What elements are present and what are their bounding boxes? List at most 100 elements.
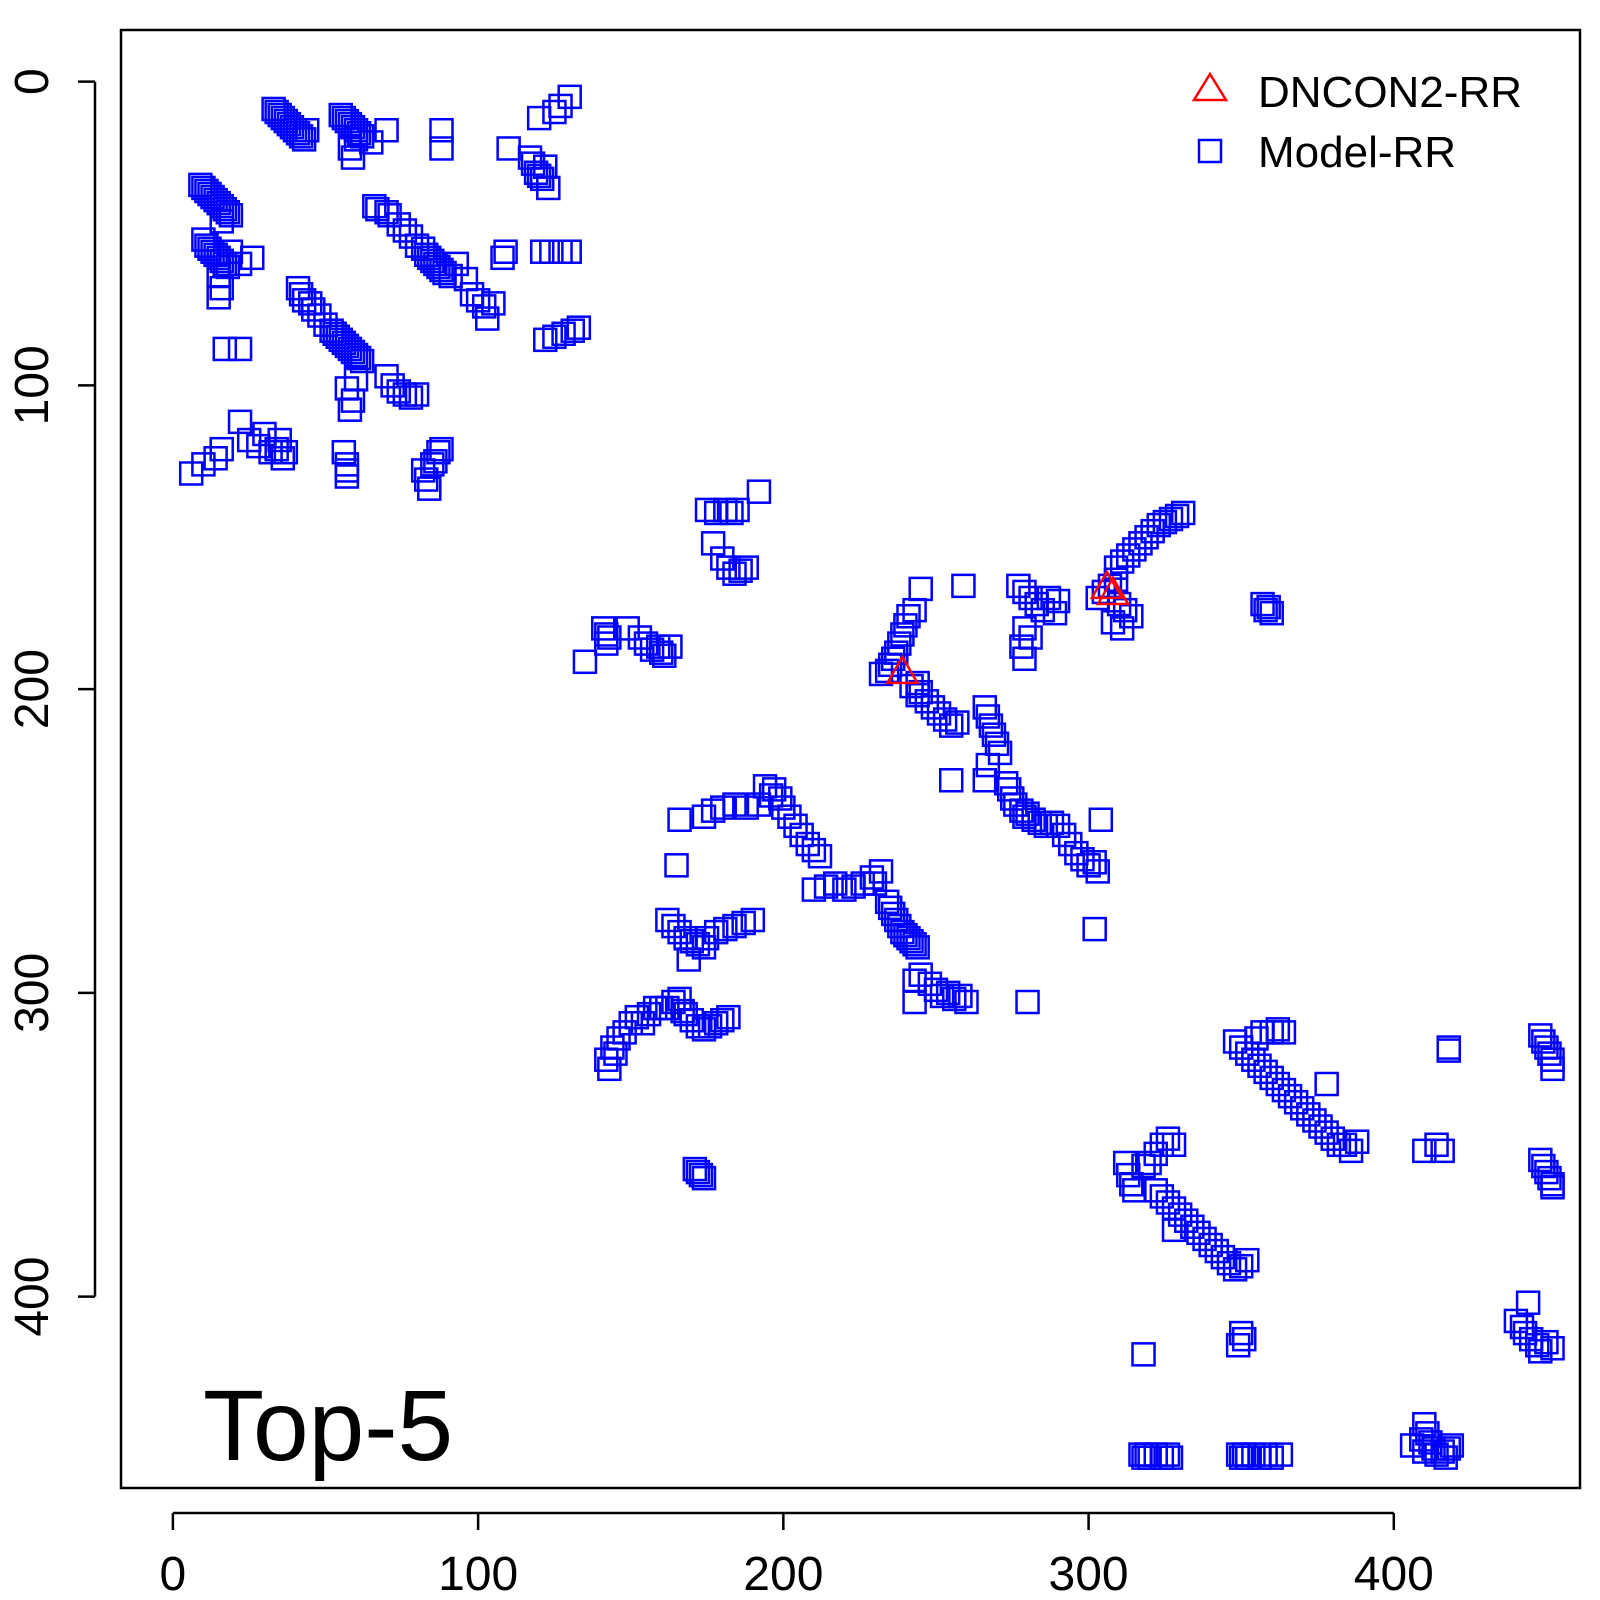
model-rr-point (526, 105, 552, 131)
model-rr-point (1155, 1442, 1181, 1467)
legend-item-model-rr: Model-RR (1197, 128, 1456, 177)
model-rr-point (1515, 1290, 1541, 1315)
dncon2-rr-point (1089, 569, 1125, 600)
model-rr-point (465, 288, 491, 313)
y-tick-label: 300 (6, 953, 59, 1033)
model-rr-point (761, 777, 787, 802)
model-rr-point (685, 1159, 711, 1185)
model-rr-point (1018, 625, 1043, 650)
dncon2-rr-point (1095, 575, 1131, 606)
model-rr-point (209, 193, 234, 219)
model-rr-point (694, 497, 720, 523)
model-rr-point (1412, 1411, 1437, 1437)
model-rr-point (1235, 1247, 1260, 1273)
model-rr-point (1439, 1433, 1465, 1458)
model-rr-point (343, 342, 369, 368)
panel-label: Top-5 (203, 1370, 453, 1482)
model-rr-point (688, 1162, 714, 1188)
model-rr-point (1415, 1421, 1440, 1446)
model-rr-point (713, 916, 738, 942)
model-rr-point (813, 874, 839, 899)
plot-frame (119, 28, 1582, 1490)
model-rr-point (557, 239, 582, 264)
model-rr-point (1131, 1342, 1156, 1367)
model-rr-point (658, 634, 683, 659)
model-rr-point (667, 807, 692, 832)
model-rr-point (417, 476, 442, 501)
model-rr-point (413, 467, 439, 492)
series-model-rr (178, 84, 1565, 1470)
model-rr-point (1082, 850, 1107, 875)
model-rr-point (557, 84, 582, 110)
model-rr-point (349, 348, 375, 374)
model-rr-point (426, 439, 451, 465)
model-rr-point (1088, 807, 1114, 832)
model-rr-point (1161, 1132, 1187, 1158)
model-rr-point (1012, 646, 1037, 672)
model-rr-point (594, 631, 619, 656)
model-rr-point (218, 203, 244, 228)
model-rr-point (728, 558, 753, 583)
model-rr-point (1525, 1332, 1550, 1358)
model-rr-point (1268, 1442, 1294, 1467)
model-rr-point (270, 446, 296, 471)
model-rr-point (972, 695, 998, 720)
model-rr-point (725, 497, 750, 523)
model-rr-point (1250, 591, 1275, 617)
model-rr-point (209, 248, 234, 274)
model-rr-point (340, 339, 366, 365)
model-rr-point (429, 436, 454, 462)
model-rr-point (444, 251, 470, 277)
model-rr-point (896, 603, 921, 629)
model-rr-point (1436, 1038, 1462, 1063)
model-rr-point (560, 318, 585, 343)
model-rr-point (429, 136, 454, 161)
model-rr-point (285, 121, 311, 146)
model-rr-point (734, 555, 759, 580)
model-rr-point (429, 257, 454, 283)
model-rr-point (938, 768, 964, 793)
model-rr-point (566, 315, 592, 340)
model-rr-point (1012, 616, 1037, 641)
model-rr-point (1036, 585, 1062, 611)
model-rr-point (664, 853, 689, 878)
model-rr-point (1338, 1138, 1364, 1164)
model-rr-point (374, 117, 399, 143)
model-rr-point (1158, 1445, 1184, 1470)
model-rr-point (496, 136, 521, 161)
model-rr-point (948, 983, 973, 1009)
model-rr-point (832, 877, 857, 902)
model-rr-point (533, 327, 558, 353)
y-tick-label: 100 (6, 345, 59, 425)
model-rr-point (716, 1004, 741, 1030)
model-rr-point (694, 925, 720, 951)
model-rr-point (1015, 989, 1040, 1015)
model-rr-point (291, 127, 317, 152)
model-rr-point (340, 388, 366, 413)
model-rr-point (682, 1156, 708, 1182)
model-rr-point (1540, 1056, 1565, 1082)
model-rr-point (493, 239, 518, 264)
model-rr-point (890, 622, 915, 647)
x-tick-label: 300 (1049, 1548, 1129, 1600)
y-tick-label: 0 (6, 68, 59, 95)
dncon2-rr-point (885, 654, 920, 685)
model-rr-point (896, 925, 921, 951)
model-rr-point (273, 439, 299, 465)
model-rr-point (981, 722, 1007, 747)
model-rr-point (212, 336, 238, 362)
model-rr-point (1314, 1071, 1339, 1097)
model-rr-point (899, 929, 924, 954)
model-rr-point (652, 643, 677, 668)
model-rr-point (746, 479, 772, 504)
model-rr-point (1424, 1132, 1449, 1158)
model-rr-point (536, 175, 561, 201)
model-rr-point (1164, 503, 1190, 529)
model-rr-point (227, 409, 253, 435)
model-rr-point (429, 117, 454, 143)
model-rr-point (884, 640, 909, 665)
model-rr-point (975, 752, 1001, 778)
model-rr-point (1045, 588, 1071, 614)
model-rr-point (1537, 1041, 1562, 1066)
model-rr-point (719, 500, 744, 526)
